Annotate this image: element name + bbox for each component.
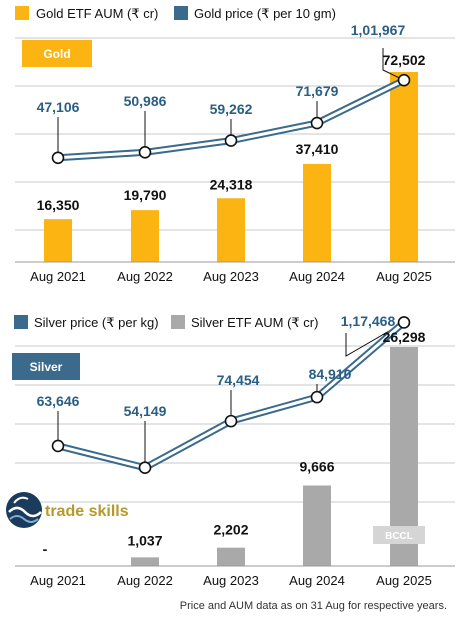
silver-bar-aug-2022: [131, 557, 159, 566]
silver-line-label-aug-2021: 63,646: [37, 393, 80, 409]
gold-line-label-aug-2021: 47,106: [37, 99, 80, 115]
bccl-watermark-text: BCCL: [385, 531, 413, 542]
gold-bar-label-aug-2024: 37,410: [296, 141, 339, 157]
silver-badge: [12, 353, 80, 380]
gold-leader-aug-2025: [382, 48, 405, 81]
gold-x-tick-aug-2021: Aug 2021: [30, 269, 86, 284]
silver-line-label-aug-2023: 74,454: [217, 372, 260, 388]
gold-line-label-aug-2023: 59,262: [210, 101, 253, 117]
legend-label-gold-price: Gold price (₹ per 10 gm): [194, 6, 336, 21]
gold-line-label-aug-2024: 71,679: [296, 83, 339, 99]
gold-point-aug-2021: [51, 151, 65, 165]
silver-bar-label-aug-2023: 2,202: [213, 522, 248, 538]
legend-label-silver-etf-aum: Silver ETF AUM (₹ cr): [191, 315, 318, 330]
gold-badge: [22, 40, 92, 67]
silver-chart: Silver price (₹ per kg) Silver ETF AUM (…: [12, 313, 455, 588]
gold-x-tick-aug-2025: Aug 2025: [376, 269, 432, 284]
silver-point-aug-2023: [224, 414, 238, 428]
gold-bar-aug-2022: [131, 210, 159, 262]
silver-bar-label-aug-2024: 9,666: [299, 459, 334, 475]
gold-line-label-aug-2022: 50,986: [124, 93, 167, 109]
silver-x-tick-aug-2024: Aug 2024: [289, 573, 345, 588]
gold-badge-label: Gold: [43, 47, 70, 61]
gold-bar-label-aug-2025: 72,502: [383, 52, 426, 68]
legend-label-silver-price: Silver price (₹ per kg): [34, 315, 159, 330]
logo-text: trade skills: [45, 503, 129, 520]
gold-point-aug-2025: [397, 73, 411, 87]
legend-swatch-silver-etf-aum: [171, 315, 185, 329]
silver-bar-aug-2023: [217, 547, 245, 566]
gold-bar-aug-2023: [217, 198, 245, 262]
silver-badge-label: Silver: [30, 360, 63, 374]
silver-point-aug-2025: [397, 316, 411, 329]
gold-bar-label-aug-2022: 19,790: [124, 187, 167, 203]
silver-point-aug-2021: [51, 439, 65, 453]
legend-swatch-gold-price: [174, 6, 188, 20]
silver-bar-aug-2024: [303, 485, 331, 566]
gold-bar-label-aug-2021: 16,350: [37, 197, 80, 213]
silver-x-tick-aug-2022: Aug 2022: [117, 573, 173, 588]
silver-line-label-aug-2024: 84,910: [309, 366, 352, 382]
silver-x-tick-aug-2025: Aug 2025: [376, 573, 432, 588]
bccl-watermark-badge: [373, 526, 425, 544]
gold-bar-aug-2024: [303, 163, 331, 262]
silver-point-aug-2024: [310, 390, 324, 404]
gold-x-tick-aug-2024: Aug 2024: [289, 269, 345, 284]
silver-bar-label-aug-2025: 26,298: [383, 329, 426, 345]
gold-line-label-aug-2025: 1,01,967: [351, 22, 406, 38]
trade-skills-logo: trade skills: [6, 492, 129, 528]
silver-leader-aug-2025: [345, 321, 405, 357]
silver-line-label-aug-2025: 1,17,468: [341, 313, 396, 329]
gold-bar-aug-2025: [390, 72, 418, 262]
legend-swatch-silver-price: [14, 315, 28, 329]
footnote: Price and AUM data as on 31 Aug for resp…: [180, 600, 447, 612]
gold-point-aug-2022: [138, 146, 152, 159]
gold-x-tick-aug-2023: Aug 2023: [203, 269, 259, 284]
gold-point-aug-2023: [224, 134, 238, 147]
silver-bar-label-aug-2021: -: [43, 541, 48, 557]
silver-x-tick-aug-2021: Aug 2021: [30, 573, 86, 588]
legend-swatch-gold-etf-aum: [15, 6, 29, 20]
silver-bar-label-aug-2022: 1,037: [127, 532, 162, 548]
silver-x-tick-aug-2023: Aug 2023: [203, 573, 259, 588]
silver-line-label-aug-2022: 54,149: [124, 403, 167, 419]
silver-point-aug-2022: [138, 461, 152, 475]
gold-x-tick-aug-2022: Aug 2022: [117, 269, 173, 284]
gold-chart: Gold ETF AUM (₹ cr) Gold price (₹ per 10…: [15, 6, 455, 284]
legend-label-gold-etf-aum: Gold ETF AUM (₹ cr): [36, 6, 158, 21]
gold-bar-label-aug-2023: 24,318: [210, 176, 253, 192]
gold-point-aug-2024: [310, 116, 324, 130]
gold-bar-aug-2021: [44, 219, 72, 262]
